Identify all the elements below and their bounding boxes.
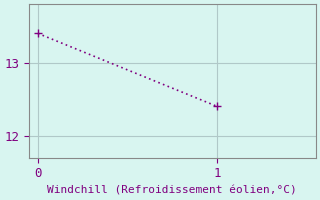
- X-axis label: Windchill (Refroidissement éolien,°C): Windchill (Refroidissement éolien,°C): [47, 186, 297, 196]
